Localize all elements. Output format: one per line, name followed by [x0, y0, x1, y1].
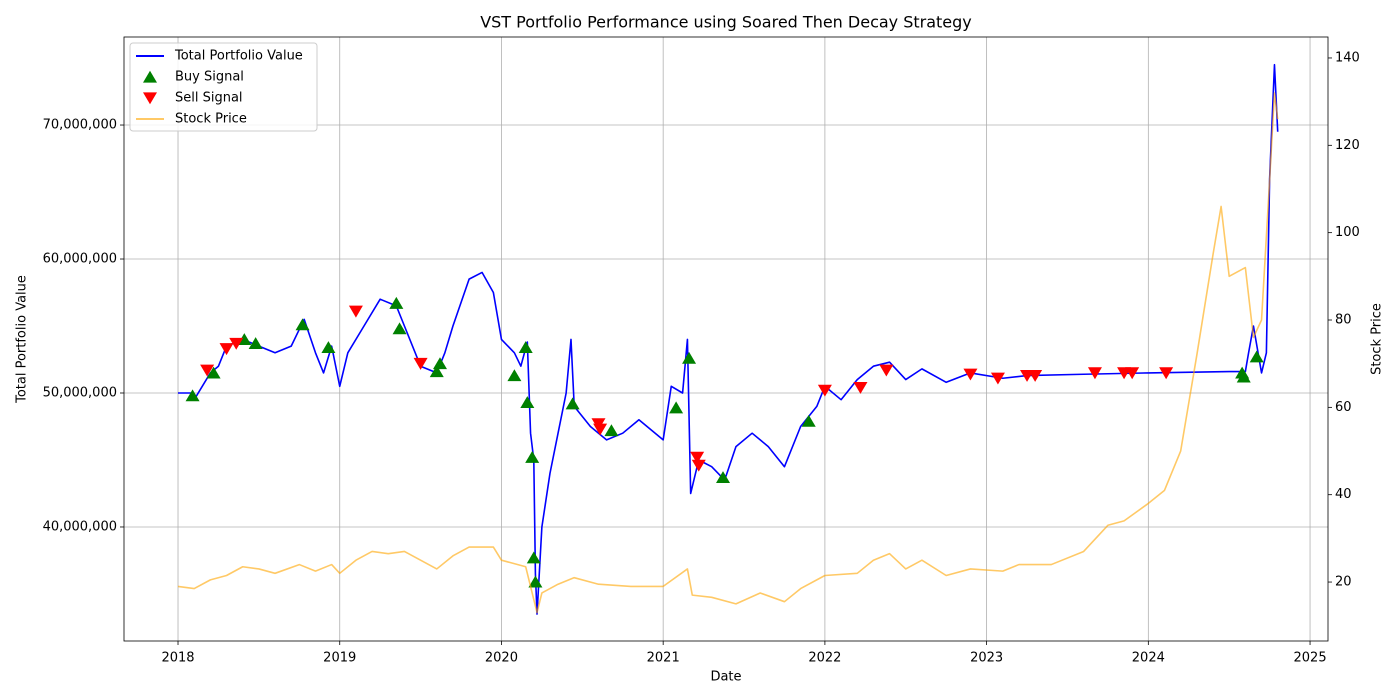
- y2-tick-label: 60: [1335, 400, 1352, 415]
- signal-marker: [690, 451, 705, 464]
- y-axis-label: Total Portfolio Value: [15, 275, 30, 404]
- y-tick-label: 40,000,000: [43, 519, 117, 534]
- y2-tick-label: 80: [1335, 313, 1352, 328]
- signal-marker: [348, 305, 363, 318]
- signal-marker: [1087, 367, 1102, 380]
- y-tick-label: 70,000,000: [43, 118, 117, 133]
- signal-marker: [1125, 367, 1140, 380]
- signal-marker: [990, 372, 1005, 385]
- signal-marker: [691, 459, 706, 472]
- signal-marker: [565, 397, 580, 410]
- signal-marker: [200, 364, 215, 377]
- y2-tick-label: 20: [1335, 575, 1352, 590]
- signal-marker: [963, 368, 978, 381]
- y2-tick-label: 120: [1335, 138, 1360, 153]
- x-tick-label: 2025: [1294, 651, 1327, 666]
- x-tick-label: 2021: [647, 651, 680, 666]
- signal-marker: [507, 369, 522, 382]
- signal-marker: [669, 401, 684, 414]
- signal-marker: [1028, 369, 1043, 382]
- signal-marker: [321, 341, 336, 354]
- x-tick-label: 2018: [161, 651, 194, 666]
- line-series: [177, 92, 1279, 614]
- y2-axis-label: Stock Price: [1370, 303, 1385, 375]
- signal-marker: [682, 351, 697, 364]
- signal-marker: [1159, 367, 1174, 380]
- signal-marker: [432, 357, 447, 370]
- x-tick-label: 2022: [808, 651, 841, 666]
- legend-label: Buy Signal: [175, 70, 244, 85]
- signal-marker: [518, 341, 533, 354]
- plot-frame: [123, 36, 1329, 642]
- x-axis-label: Date: [710, 670, 741, 685]
- signal-marker: [879, 364, 894, 377]
- signal-marker: [1236, 370, 1251, 383]
- signal-marker: [295, 318, 310, 331]
- signal-marker: [392, 322, 407, 335]
- x-tick-label: 2024: [1132, 651, 1165, 666]
- y-tick-label: 60,000,000: [43, 252, 117, 267]
- legend-label: Stock Price: [175, 112, 247, 127]
- signal-marker: [429, 365, 444, 378]
- x-tick-label: 2020: [485, 651, 518, 666]
- legend-label: Total Portfolio Value: [174, 49, 303, 64]
- chart-title: VST Portfolio Performance using Soared T…: [480, 13, 972, 32]
- legend-swatch: [143, 70, 157, 83]
- signal-marker: [528, 575, 543, 588]
- legend-box: [129, 42, 318, 132]
- signal-marker: [853, 382, 868, 394]
- x-tick-label: 2023: [970, 651, 1003, 666]
- legend-label: Sell Signal: [175, 91, 243, 106]
- legend-swatch: [143, 92, 157, 105]
- signal-marker: [389, 296, 404, 309]
- y-tick-label: 50,000,000: [43, 385, 117, 400]
- signal-marker: [185, 389, 200, 402]
- signal-marker: [593, 423, 608, 436]
- signal-marker: [716, 471, 731, 484]
- signal-marker: [206, 366, 221, 379]
- signal-marker: [413, 357, 428, 370]
- signal-marker: [526, 551, 541, 564]
- y2-tick-label: 100: [1335, 225, 1360, 240]
- signal-marker: [520, 396, 535, 408]
- signal-marker: [801, 414, 816, 427]
- signal-marker: [248, 337, 263, 350]
- signal-marker: [604, 424, 619, 437]
- signal-marker: [817, 384, 832, 397]
- signal-marker: [237, 333, 252, 346]
- signal-marker: [1249, 350, 1264, 363]
- y2-tick-label: 40: [1335, 487, 1352, 502]
- signal-marker: [219, 343, 234, 356]
- signal-marker: [525, 451, 540, 463]
- x-tick-label: 2019: [323, 651, 356, 666]
- y2-tick-label: 140: [1335, 50, 1360, 65]
- signal-marker: [229, 337, 244, 350]
